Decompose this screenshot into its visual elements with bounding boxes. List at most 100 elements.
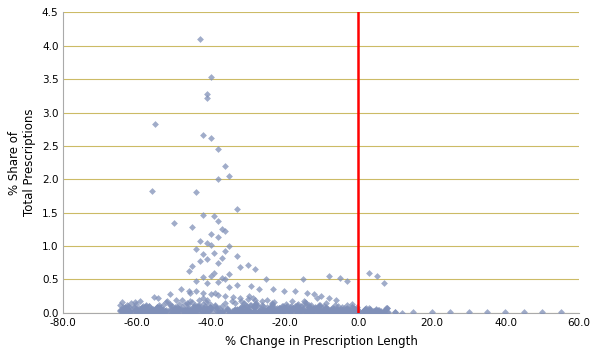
Point bbox=[344, 307, 354, 312]
Point bbox=[268, 304, 277, 309]
Point bbox=[314, 303, 324, 309]
Point bbox=[276, 305, 285, 311]
Point bbox=[161, 309, 170, 315]
Point bbox=[258, 306, 268, 312]
Point bbox=[262, 307, 272, 313]
Point bbox=[241, 310, 251, 315]
Point bbox=[335, 310, 344, 315]
Point bbox=[323, 306, 333, 312]
Point bbox=[331, 307, 341, 313]
Point bbox=[240, 302, 249, 307]
Point bbox=[324, 309, 334, 315]
Point bbox=[147, 309, 156, 315]
Point bbox=[325, 308, 335, 314]
Point bbox=[189, 309, 199, 315]
Point bbox=[183, 307, 192, 313]
Point bbox=[158, 302, 168, 308]
Point bbox=[232, 310, 242, 315]
Point bbox=[230, 309, 240, 315]
Point bbox=[263, 306, 273, 312]
Point bbox=[263, 309, 273, 315]
Point bbox=[179, 307, 189, 313]
Point bbox=[258, 303, 268, 309]
Point bbox=[135, 310, 144, 316]
Point bbox=[299, 308, 308, 313]
Point bbox=[231, 310, 241, 315]
Point bbox=[274, 307, 283, 313]
Point bbox=[158, 306, 167, 312]
Point bbox=[286, 304, 295, 310]
Point bbox=[180, 310, 190, 315]
Point bbox=[294, 301, 303, 307]
Point bbox=[193, 308, 203, 314]
Point bbox=[156, 307, 166, 313]
Point bbox=[319, 303, 329, 309]
Point bbox=[235, 307, 245, 313]
Point bbox=[159, 310, 169, 315]
Point bbox=[343, 307, 353, 312]
Point bbox=[320, 305, 330, 311]
Point bbox=[152, 305, 161, 311]
Point bbox=[243, 303, 252, 309]
Point bbox=[239, 304, 249, 310]
Point bbox=[349, 305, 359, 311]
Point bbox=[202, 240, 212, 246]
Point bbox=[181, 307, 191, 312]
Point bbox=[292, 308, 302, 314]
Point bbox=[136, 307, 146, 313]
Point bbox=[206, 135, 216, 141]
Point bbox=[292, 309, 302, 315]
Point bbox=[326, 308, 336, 313]
Point bbox=[253, 309, 263, 315]
Point bbox=[310, 305, 320, 311]
Point bbox=[282, 304, 291, 310]
Point bbox=[160, 308, 170, 314]
Point bbox=[270, 307, 280, 313]
Point bbox=[328, 309, 338, 315]
Point bbox=[187, 310, 196, 315]
Point bbox=[349, 307, 359, 313]
Point bbox=[316, 293, 326, 299]
Point bbox=[286, 308, 295, 313]
Point bbox=[183, 307, 192, 313]
Point bbox=[150, 309, 160, 314]
Point bbox=[343, 310, 353, 315]
Point bbox=[275, 309, 285, 314]
Point bbox=[191, 189, 201, 195]
Point bbox=[242, 304, 252, 310]
Point bbox=[236, 307, 246, 313]
Point bbox=[285, 309, 295, 315]
Point bbox=[379, 280, 389, 286]
Point bbox=[214, 310, 224, 315]
Point bbox=[157, 308, 167, 313]
Point bbox=[122, 310, 132, 316]
Point bbox=[326, 308, 335, 314]
Point bbox=[268, 287, 278, 292]
Point bbox=[190, 306, 199, 312]
Point bbox=[270, 308, 280, 314]
Point bbox=[311, 305, 320, 311]
Point bbox=[217, 309, 227, 315]
Point bbox=[155, 310, 164, 316]
Point bbox=[212, 305, 222, 310]
Point bbox=[325, 310, 334, 316]
Point bbox=[198, 309, 207, 315]
Point bbox=[131, 307, 140, 313]
Point bbox=[352, 308, 362, 314]
Point bbox=[274, 305, 284, 310]
Point bbox=[262, 298, 271, 303]
Point bbox=[153, 295, 163, 301]
Point bbox=[335, 310, 344, 316]
Point bbox=[338, 310, 347, 316]
Point bbox=[235, 309, 244, 315]
Point bbox=[277, 303, 286, 309]
Point bbox=[146, 309, 156, 315]
Point bbox=[243, 296, 252, 302]
Point bbox=[149, 306, 158, 312]
Point bbox=[313, 309, 323, 314]
Point bbox=[250, 297, 260, 302]
Point bbox=[217, 308, 226, 313]
Point bbox=[194, 305, 204, 311]
Point bbox=[323, 309, 332, 315]
Point bbox=[263, 307, 273, 312]
